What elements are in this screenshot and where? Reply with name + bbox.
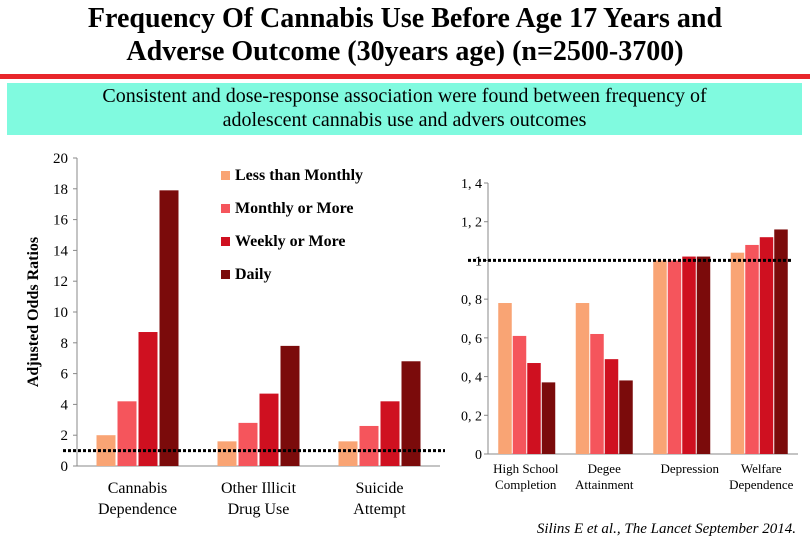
left-legend-label: Weekly or More bbox=[235, 233, 346, 250]
right-bar bbox=[653, 260, 667, 454]
left-legend-swatch bbox=[221, 270, 230, 279]
right-category-label: Degee bbox=[588, 461, 621, 476]
title-rule bbox=[0, 74, 810, 79]
left-bar bbox=[138, 332, 158, 466]
banner-line-1: Consistent and dose-response association… bbox=[102, 85, 707, 107]
left-y-tick-label: 0 bbox=[61, 459, 69, 475]
right-bar bbox=[745, 244, 759, 454]
left-y-tick-label: 12 bbox=[53, 274, 68, 290]
left-category-label: Cannabis bbox=[108, 480, 168, 497]
left-category-label: Other Illicit bbox=[221, 480, 297, 497]
left-legend-swatch bbox=[221, 204, 230, 213]
right-bar bbox=[527, 363, 541, 454]
right-bar bbox=[619, 380, 633, 454]
right-category-label: Completion bbox=[495, 477, 557, 492]
right-bar bbox=[730, 252, 745, 454]
right-bar bbox=[512, 335, 527, 454]
left-category-label: Suicide bbox=[356, 480, 404, 497]
right-bar bbox=[682, 256, 696, 454]
right-y-tick-label: 0, 4 bbox=[461, 371, 482, 386]
right-y-tick-label: 0, 6 bbox=[461, 332, 482, 347]
left-y-tick-label: 10 bbox=[53, 305, 68, 321]
right-y-tick-label: 1, 4 bbox=[461, 177, 482, 192]
left-legend-swatch bbox=[221, 237, 230, 246]
left-legend-label: Monthly or More bbox=[235, 200, 354, 217]
right-category-label: Welfare bbox=[741, 461, 782, 476]
left-y-tick-label: 20 bbox=[53, 151, 68, 167]
right-y-tick-label: 0, 2 bbox=[461, 409, 482, 424]
left-bar bbox=[259, 393, 279, 466]
title-line-1: Frequency Of Cannabis Use Before Age 17 … bbox=[87, 3, 723, 34]
right-bar bbox=[774, 229, 788, 454]
left-category-label: Attempt bbox=[353, 501, 406, 518]
right-bar bbox=[759, 237, 774, 454]
right-bar-chart: 0 0, 2 0, 4 0, 6 0, 8 1 1, 2 1, 4 High SchoolCom… bbox=[461, 177, 798, 492]
right-bar bbox=[667, 260, 682, 454]
right-category-label: Depression bbox=[661, 461, 720, 476]
right-y-tick-label: 0 bbox=[475, 448, 482, 463]
left-bar bbox=[338, 441, 358, 466]
left-y-tick-label: 6 bbox=[61, 367, 69, 383]
left-bar bbox=[359, 425, 379, 466]
right-bar bbox=[575, 303, 590, 454]
summary-banner: Consistent and dose-response association… bbox=[7, 83, 802, 135]
right-bar bbox=[604, 359, 619, 454]
left-y-tick-label: 2 bbox=[61, 428, 69, 444]
left-bar-chart: 0 2 4 6 8 10 12 14 16 18 20 Cannabis Dependence Other… bbox=[25, 151, 445, 518]
left-bar bbox=[380, 401, 400, 466]
right-bar bbox=[590, 333, 604, 454]
left-legend-label: Less than Monthly bbox=[235, 167, 363, 184]
left-bar bbox=[117, 401, 137, 466]
citation: Silins E et al., The Lancet September 20… bbox=[536, 521, 796, 537]
right-category-label: Dependence bbox=[729, 477, 793, 492]
right-y-tick-label: 1 bbox=[475, 254, 482, 269]
left-y-tick-label: 4 bbox=[61, 397, 69, 413]
left-category-label: Drug Use bbox=[228, 501, 290, 518]
right-bar bbox=[498, 303, 512, 454]
left-y-tick-label: 16 bbox=[53, 213, 69, 229]
right-category-label: Attainment bbox=[575, 477, 634, 492]
left-legend-swatch bbox=[221, 171, 230, 180]
left-y-tick-label: 18 bbox=[53, 182, 68, 198]
right-category-label: High School bbox=[493, 461, 559, 476]
left-y-axis-title: Adjusted Odds Ratios bbox=[25, 237, 42, 387]
left-y-tick-label: 8 bbox=[61, 336, 69, 352]
right-y-tick-label: 1, 2 bbox=[461, 216, 482, 231]
left-legend-label: Daily bbox=[235, 266, 271, 283]
right-bar bbox=[541, 382, 556, 454]
right-bar bbox=[696, 256, 711, 454]
left-bar bbox=[238, 422, 258, 466]
left-bar bbox=[280, 345, 300, 466]
left-bar bbox=[401, 361, 421, 466]
title-line-2: Adverse Outcome (30years age) (n=2500-37… bbox=[126, 36, 684, 67]
left-category-label: Dependence bbox=[98, 501, 177, 518]
page-title: Frequency Of Cannabis Use Before Age 17 … bbox=[0, 2, 810, 68]
left-bar bbox=[159, 190, 179, 466]
left-bar bbox=[217, 441, 237, 466]
right-y-tick-label: 0, 8 bbox=[461, 293, 482, 308]
left-y-tick-label: 14 bbox=[53, 243, 69, 259]
banner-line-2: adolescent cannabis use and advers outco… bbox=[222, 109, 587, 131]
